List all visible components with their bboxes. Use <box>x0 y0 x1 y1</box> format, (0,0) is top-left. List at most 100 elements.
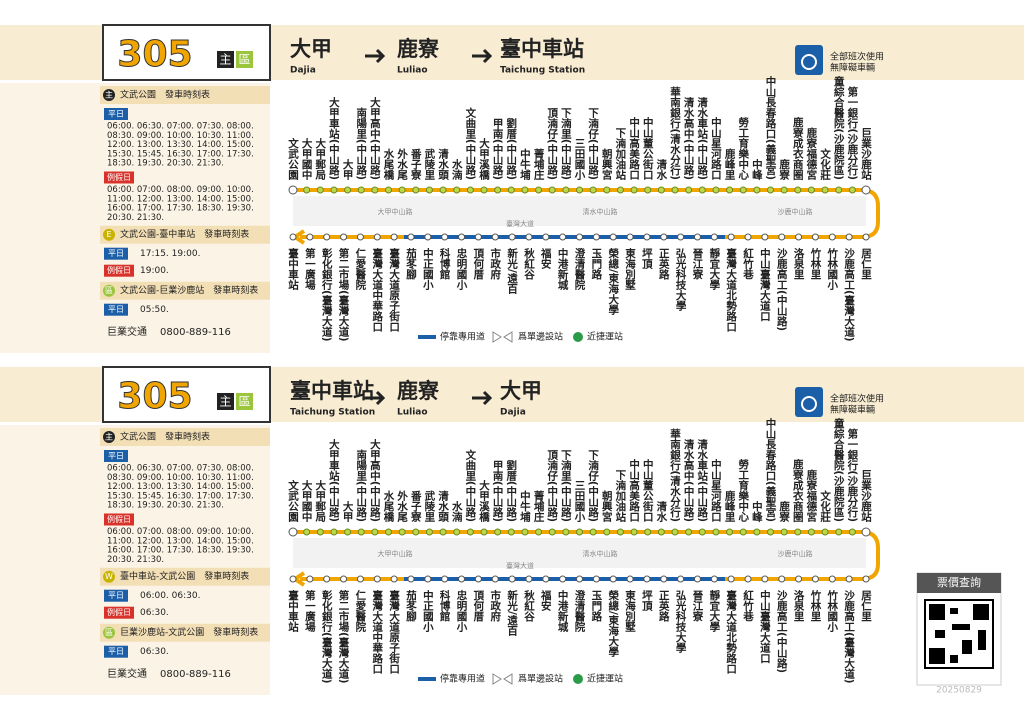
upper-stop: 大甲高中(中山路) <box>369 96 381 180</box>
upper-stop: 中山長春路口(義聖宮) <box>765 75 777 180</box>
station-en: Taichung Station <box>290 408 375 418</box>
arrow <box>472 48 493 64</box>
fare-title: 票價查詢 <box>937 575 981 589</box>
lower-stop: 福安 <box>540 589 552 612</box>
stop-dot <box>412 186 420 194</box>
badge-zone-bg <box>236 51 253 68</box>
stop-dot <box>306 233 314 241</box>
upper-stop: 清水高中(中山路) <box>683 438 695 522</box>
lower-stop: 第二市場(臺灣大道) <box>338 247 350 341</box>
upper-stop: 鹿寮成衣商圈 <box>792 116 804 181</box>
upper-stop: 中山星河路口 <box>710 458 722 522</box>
stop-dot <box>356 233 364 241</box>
stop-dot <box>390 233 398 241</box>
stop-dot <box>861 527 871 537</box>
stop-dot <box>289 233 297 241</box>
stop-dot <box>344 528 352 536</box>
station-name: 大甲 <box>290 37 332 61</box>
stop-dot <box>303 186 311 194</box>
section-bar <box>100 281 270 300</box>
section-icon-bg <box>103 284 115 297</box>
stop-dot <box>398 528 406 536</box>
upper-stop: 朝興宮 <box>601 490 613 523</box>
stop-dot <box>289 575 297 583</box>
stop-dot <box>835 528 843 536</box>
left-column <box>0 425 270 695</box>
times: 15:30. 15:45. 16:30. 17:00. 17:30. <box>107 149 254 159</box>
lower-stop: 竹林里 <box>809 247 821 279</box>
left-column <box>0 83 270 353</box>
stop-dot <box>548 528 556 536</box>
accessible-glyph <box>801 396 817 412</box>
times: 18:30. 19:30. 20:30. 21:30. <box>107 159 224 169</box>
upper-stop: 番子寮 <box>410 490 422 523</box>
day-badge: 例假日 <box>107 607 131 617</box>
legend-oneway <box>492 673 513 685</box>
phone: 0800-889-116 <box>160 327 231 338</box>
stop-dot <box>474 575 482 583</box>
upper-stop: 三田國小 <box>574 138 586 181</box>
stop-dot <box>507 186 515 194</box>
upper-stop: 三田國小 <box>574 480 586 523</box>
upper-stop: 菁埔庄 <box>533 490 545 523</box>
stop-dot <box>807 186 815 194</box>
section-bar <box>100 567 270 586</box>
lower-stop: 居仁里 <box>860 590 872 622</box>
section-icon: 區 <box>105 286 113 295</box>
upper-stop: 童綜合醫院(沙鹿院區) <box>833 417 845 522</box>
stop-dot <box>356 575 364 583</box>
upper-stop: 鹿寮福德宮 <box>805 469 817 523</box>
stop-dot <box>385 186 392 194</box>
stop-dot <box>480 186 488 194</box>
day-badge: 平日 <box>108 452 124 461</box>
stop-dot <box>835 186 843 194</box>
stop-dot <box>330 528 338 536</box>
upper-stop: 清水高中(中山路) <box>683 96 695 180</box>
upper-stop: 第一銀行(沙鹿分行) <box>846 86 858 180</box>
upper-stop: 童綜合醫院(沙鹿院區) <box>833 75 845 180</box>
upper-stop: 劉厝(中山路) <box>505 117 517 180</box>
section-title: 文武公園 發車時刻表 <box>120 89 210 101</box>
upper-stop: 番子寮 <box>410 148 422 181</box>
stop-dot <box>306 575 314 583</box>
upper-stop: 朝興宮 <box>601 148 613 181</box>
stop-dot <box>727 575 735 583</box>
legend-item: 爲單邊設站 <box>518 673 563 685</box>
road-label: 沙鹿中山路 <box>778 549 813 558</box>
stop-dot <box>821 528 829 536</box>
route-panel: 305 主區大甲Dajia鹿寮Luliao臺中車站Taichung Station… <box>0 24 1024 353</box>
stop-dot <box>340 233 348 241</box>
stop-dot <box>698 186 706 194</box>
upper-stop: 大甲溪橋 <box>478 137 490 181</box>
legend-item: 爲單邊設站 <box>518 331 563 343</box>
stop-dot <box>548 186 556 194</box>
stop-dot <box>862 233 870 241</box>
stop-dot <box>845 233 853 241</box>
stop-dot <box>340 575 348 583</box>
stop-dot <box>562 186 570 194</box>
lower-stop: 居仁里 <box>860 248 872 280</box>
lower-stop: 紅竹巷 <box>742 589 754 621</box>
stop-dot <box>592 233 600 241</box>
lower-stop: 臺灣大道中華路口 <box>371 247 383 332</box>
upper-stop: 大甲車站(中山路) <box>328 96 340 180</box>
stop-dot <box>795 575 803 583</box>
stop-dot <box>848 528 856 536</box>
upper-stop: 水尾橋 <box>383 490 395 523</box>
stop-dot <box>466 528 474 536</box>
lower-stop: 晉江寮 <box>691 590 703 622</box>
day-badge-bg <box>104 108 128 120</box>
road-label: 大甲中山路 <box>378 549 413 558</box>
stop-dot <box>712 186 720 194</box>
upper-stop: 鹿寮 <box>778 158 790 181</box>
upper-stop: 勞工育樂中心 <box>737 458 749 522</box>
day-badge: 平日 <box>108 305 124 314</box>
company: 巨業交通 <box>107 667 147 680</box>
lower-stop: 中正國小 <box>422 589 434 633</box>
upper-stop: 文曲里(中山路) <box>464 449 476 522</box>
stop-dot <box>693 233 701 241</box>
stop-dot <box>323 233 331 241</box>
station-name: 臺中車站 <box>500 37 584 61</box>
lower-stop: 東海別墅 <box>624 589 636 632</box>
stop-dot <box>693 575 701 583</box>
